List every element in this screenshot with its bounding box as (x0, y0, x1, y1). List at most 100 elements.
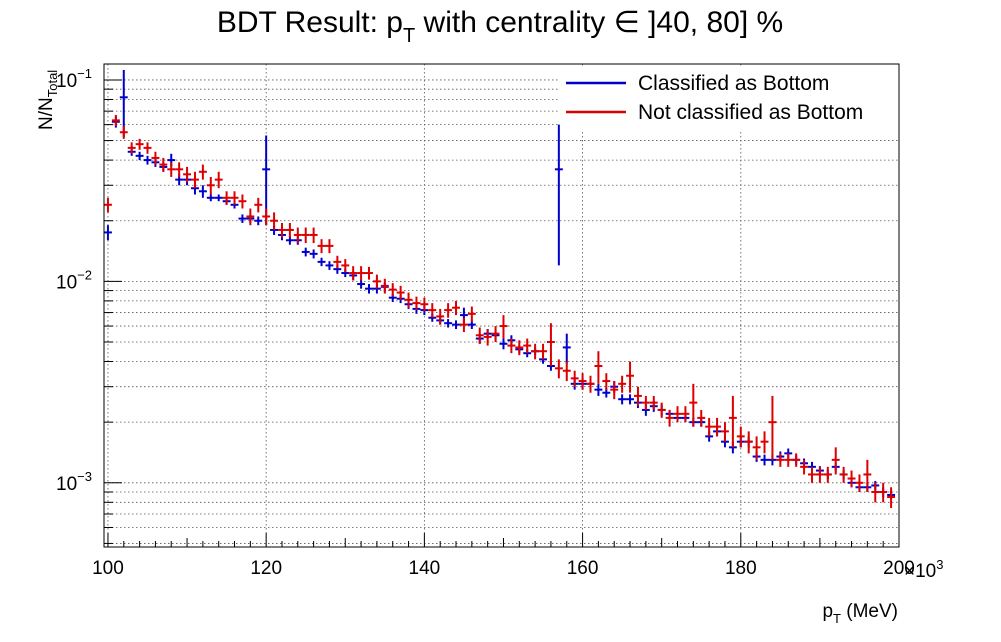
data-point (111, 114, 120, 127)
data-point (270, 212, 279, 230)
legend-label-not-classified: Not classified as Bottom (638, 101, 863, 124)
data-point (586, 375, 595, 393)
data-point (626, 394, 634, 405)
chart-title: BDT Result: pT with centrality ∈ ]40, 80… (217, 6, 783, 47)
data-point (618, 394, 627, 405)
data-point (483, 329, 492, 346)
data-point (665, 409, 674, 427)
data-point (325, 239, 334, 254)
data-point (681, 406, 690, 423)
data-point (119, 70, 128, 138)
data-point (831, 447, 840, 475)
data-point (238, 214, 247, 223)
y-axis-label: N/NTotal (36, 70, 60, 130)
data-point (689, 383, 698, 427)
data-point (135, 138, 144, 150)
plot-area (104, 64, 899, 547)
data-point (143, 142, 152, 154)
data-point (278, 222, 286, 238)
series-not-classified (104, 114, 896, 508)
data-point (768, 395, 777, 460)
data-point (697, 409, 706, 427)
data-point (222, 191, 231, 205)
data-point (523, 338, 532, 354)
data-point (467, 306, 476, 322)
data-point (752, 436, 761, 460)
data-point (214, 171, 223, 189)
data-point (444, 319, 453, 328)
data-point (333, 255, 342, 269)
data-point (594, 351, 603, 384)
data-point (554, 359, 563, 379)
data-point (365, 266, 373, 280)
data-point (198, 164, 207, 180)
data-point (167, 162, 176, 177)
data-point (459, 317, 468, 333)
x-tick-label: 120 (250, 558, 282, 579)
data-point (705, 417, 714, 437)
data-point (317, 257, 326, 267)
data-point (135, 151, 144, 161)
data-point (713, 417, 722, 437)
data-point (808, 466, 816, 483)
x-axis-label: pT (MeV) (822, 601, 898, 626)
x-axis-multiplier: ×103 (904, 557, 943, 582)
data-point (198, 185, 207, 198)
plot-frame (103, 63, 900, 548)
data-point (792, 453, 801, 467)
data-point (230, 191, 239, 205)
data-point (855, 474, 864, 493)
data-point (562, 361, 571, 382)
data-point (879, 482, 888, 503)
data-point (539, 343, 547, 360)
data-point (800, 459, 809, 475)
data-point (815, 466, 824, 483)
data-point (452, 320, 460, 330)
data-point (412, 296, 421, 311)
data-point (404, 292, 413, 308)
data-series (104, 70, 896, 508)
data-point (119, 126, 128, 139)
data-point (420, 297, 429, 312)
data-point (721, 422, 729, 442)
data-point (554, 124, 563, 266)
data-point (293, 227, 302, 244)
data-point (104, 225, 112, 241)
legend: Classified as Bottom Not classified as B… (560, 68, 898, 130)
data-point (191, 171, 199, 189)
data-point (839, 466, 848, 483)
data-point (760, 431, 769, 454)
data-point (396, 285, 405, 300)
data-point (444, 303, 453, 318)
data-point (325, 261, 334, 270)
x-tick-label: 160 (567, 558, 599, 579)
data-point (871, 482, 880, 503)
data-point (657, 402, 666, 418)
data-point (475, 327, 484, 344)
data-point (380, 278, 389, 294)
x-tick-label: 180 (725, 558, 757, 579)
data-point (499, 338, 508, 350)
legend-label-classified: Classified as Bottom (638, 72, 829, 95)
legend-box (560, 68, 898, 130)
data-point (546, 323, 555, 367)
data-point (436, 308, 445, 325)
data-point (214, 194, 223, 202)
data-point (317, 239, 326, 254)
data-point (238, 194, 247, 209)
data-point (206, 194, 215, 202)
data-point (452, 300, 460, 316)
data-point (760, 454, 769, 466)
axes: 100 120 140 160 180 200 10−3 10−2 10−1 (56, 66, 915, 579)
y-tick-label: 10−1 (56, 66, 92, 92)
data-point (309, 249, 318, 259)
data-point (143, 155, 152, 165)
data-point (507, 338, 516, 354)
data-point (104, 197, 112, 213)
data-point (246, 208, 255, 226)
x-tick-label: 100 (92, 558, 124, 579)
data-point (206, 176, 215, 195)
data-point (847, 470, 856, 488)
data-point (254, 216, 263, 226)
